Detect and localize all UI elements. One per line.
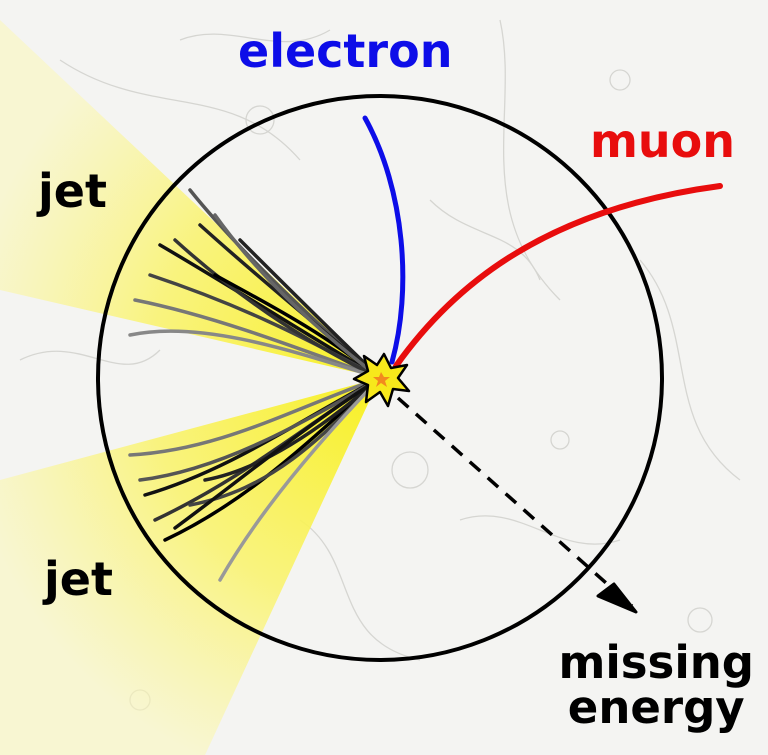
jet-label-top: jet (38, 164, 107, 218)
missing-energy-arrowhead (596, 582, 638, 614)
vertex-core-icon (373, 372, 390, 387)
missing-energy-label-line2: energy (567, 681, 745, 734)
jet-tracks-top (128, 188, 382, 380)
missing-energy-label: missing energy (558, 640, 754, 730)
jet-cone-bottom (0, 378, 380, 755)
muon-track (393, 183, 723, 369)
electron-label: electron (238, 24, 453, 78)
missing-energy-label-line1: missing (558, 636, 754, 689)
jet-cone-top (0, 20, 380, 378)
jet-tracks-bottom (128, 376, 382, 582)
jet-label-bottom: jet (44, 552, 113, 606)
muon-label: muon (590, 114, 736, 168)
electron-track (362, 115, 406, 365)
detector-circle (96, 94, 664, 662)
missing-energy-arrow (396, 396, 634, 608)
